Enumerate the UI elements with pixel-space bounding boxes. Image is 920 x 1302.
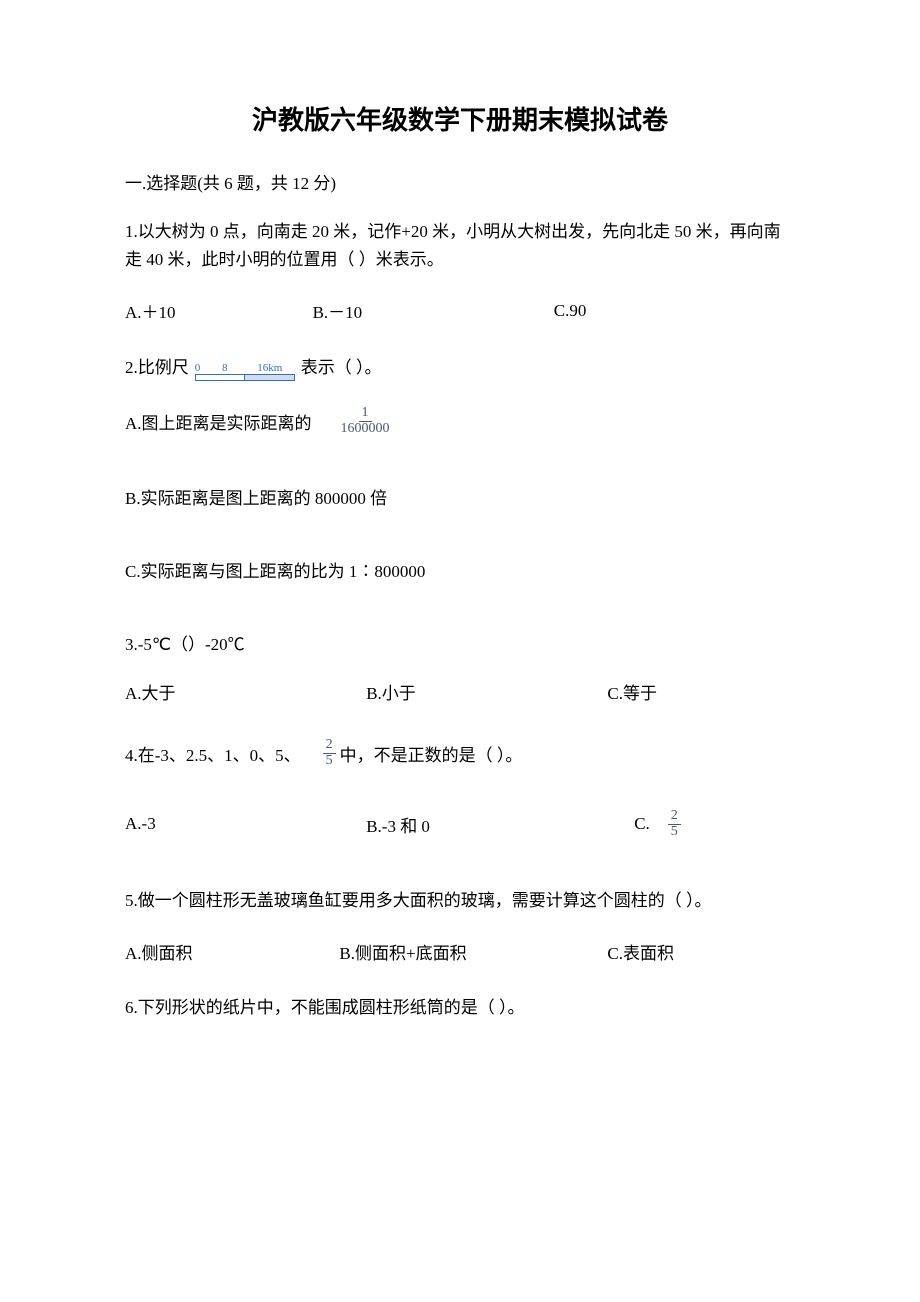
scale-16: 16km [245, 362, 295, 374]
q5-opt-a: A.侧面积 [125, 939, 339, 964]
scale-8: 8 [205, 362, 245, 374]
q4-opt-a: A.-3 [125, 814, 366, 834]
scale-ruler-icon: 0 8 16km [195, 362, 295, 381]
q5-text: 5.做一个圆柱形无盖玻璃鱼缸要用多大面积的玻璃，需要计算这个圆柱的（ ）。 [125, 887, 795, 915]
fraction-num: 2 [668, 809, 681, 825]
q1-opt-a: A.＋10 [125, 298, 313, 323]
q4-options: A.-3 B.-3 和 0 C. 2 5 [125, 809, 795, 839]
q4-fraction: 2 5 [323, 738, 336, 768]
q5-opt-b: B.侧面积+底面积 [339, 939, 607, 964]
q1-opt-c: C.90 [554, 301, 795, 321]
q4-opt-c: C. 2 5 [634, 809, 795, 839]
q1-options: A.＋10 B.－10 C.90 [125, 298, 795, 323]
scale-seg-1 [196, 375, 246, 380]
fraction-num: 1 [359, 406, 372, 422]
q2-pre: 2.比例尺 [125, 353, 189, 378]
q2-opt-a: A.图上距离是实际距离的 1 1600000 [125, 406, 795, 436]
scale-labels: 0 8 16km [195, 362, 295, 374]
q2-opt-a-fraction: 1 1600000 [338, 406, 393, 436]
q4-post: 中，不是正数的是（ ）。 [340, 741, 523, 766]
q4-opt-c-pre: C. [634, 814, 650, 834]
q6-text: 6.下列形状的纸片中，不能围成圆柱形纸筒的是（ ）。 [125, 994, 795, 1022]
page-title: 沪教版六年级数学下册期末模拟试卷 [125, 100, 795, 137]
q3-text: 3.-5℃（ ）-20℃ [125, 630, 795, 655]
fraction-den: 1600000 [338, 422, 393, 437]
fraction-den: 5 [323, 754, 336, 769]
section-1-header: 一.选择题(共 6 题，共 12 分) [125, 169, 795, 194]
q2-post: 表示（ ）。 [301, 353, 382, 378]
q5-options: A.侧面积 B.侧面积+底面积 C.表面积 [125, 939, 795, 964]
q4-opt-c-fraction: 2 5 [668, 809, 681, 839]
q1-opt-b: B.－10 [313, 298, 554, 323]
q3-opt-c: C.等于 [607, 679, 795, 704]
fraction-den: 5 [668, 825, 681, 840]
q2-text: 2.比例尺 0 8 16km 表示（ ）。 [125, 353, 795, 378]
q5-opt-c: C.表面积 [607, 939, 795, 964]
q3-opt-a: A.大于 [125, 679, 366, 704]
q2-opt-b: B.实际距离是图上距离的 800000 倍 [125, 484, 795, 509]
q1-text: 1.以大树为 0 点，向南走 20 米，记作+20 米，小明从大树出发，先向北走… [125, 218, 795, 274]
q4-opt-b: B.-3 和 0 [366, 812, 634, 837]
q3-pre: 3.-5℃（ [125, 630, 188, 655]
scale-bar [195, 374, 295, 381]
q3-options: A.大于 B.小于 C.等于 [125, 679, 795, 704]
fraction-num: 2 [323, 738, 336, 754]
q4-text: 4.在-3、2.5、1、0、5、 2 5 中，不是正数的是（ ）。 [125, 738, 795, 768]
q3-opt-b: B.小于 [366, 679, 607, 704]
q2-opt-c: C.实际距离与图上距离的比为 1∶800000 [125, 557, 795, 582]
q2-opt-a-pre: A.图上距离是实际距离的 [125, 409, 312, 434]
scale-0: 0 [195, 362, 205, 374]
scale-seg-2 [245, 375, 294, 380]
q3-post: ）-20℃ [188, 630, 245, 655]
q4-pre: 4.在-3、2.5、1、0、5、 [125, 741, 301, 766]
